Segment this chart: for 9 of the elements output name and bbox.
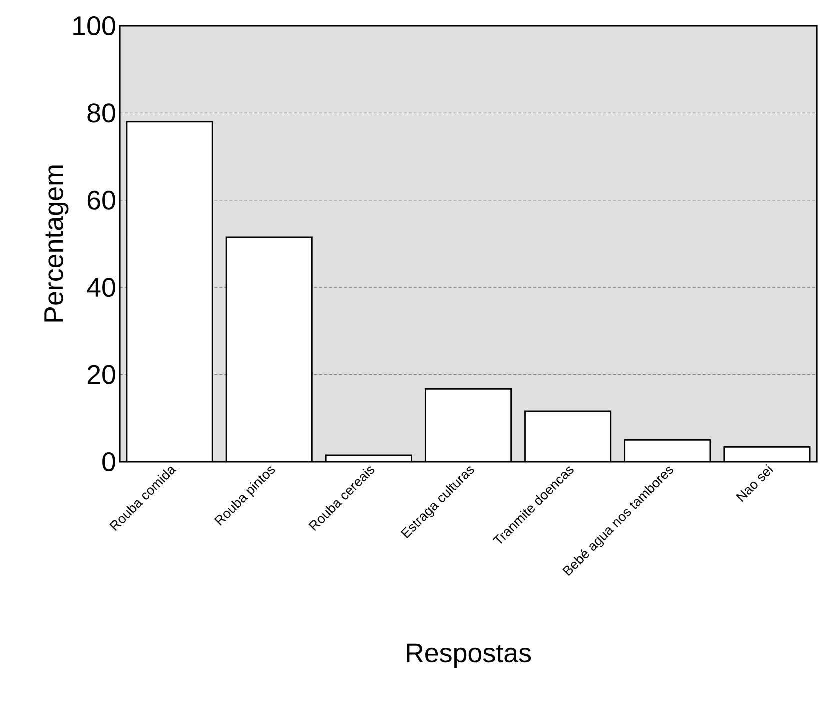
x-tick-label: Nao sei: [736, 464, 774, 502]
y-axis-title: Percentagem: [44, 166, 69, 322]
y-tick-label: 40: [87, 278, 116, 298]
y-tick-label: 80: [88, 104, 116, 123]
y-tick-label: 0: [102, 452, 116, 472]
y-tick-label: 20: [88, 365, 116, 384]
y-tick-label: 60: [88, 190, 116, 210]
x-axis-title: Respostas: [407, 644, 532, 668]
y-tick-label: 100: [74, 16, 116, 36]
